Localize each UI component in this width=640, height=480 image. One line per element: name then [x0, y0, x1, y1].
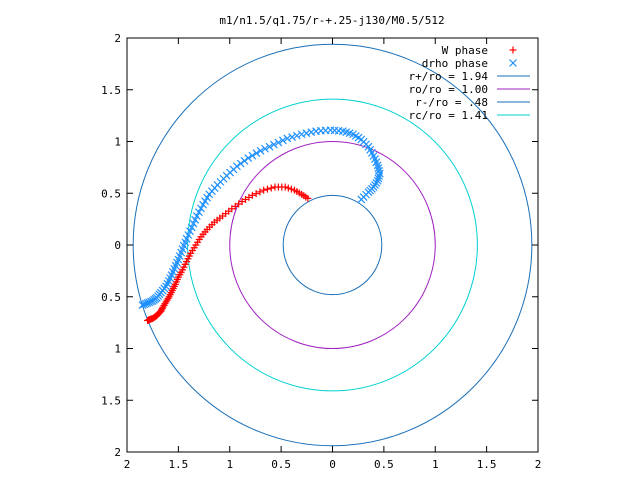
x-tick-label: 2 [535, 458, 542, 471]
drho-phase-point [278, 136, 287, 145]
w-phase-point [284, 184, 292, 192]
legend-label: W phase [442, 44, 488, 57]
drho-phase-point [236, 159, 245, 168]
drho-phase-point [252, 149, 261, 158]
circle-r-ro [132, 43, 533, 447]
circle-rc-ro [187, 98, 478, 392]
y-tick-label: 0.5 [101, 187, 121, 200]
w-phase-point [158, 304, 166, 312]
x-tick-label: 1 [226, 458, 233, 471]
drho-phase-point [244, 154, 253, 162]
w-phase-point [287, 185, 295, 193]
w-phase-point [256, 188, 264, 196]
drho-phase-point [297, 130, 306, 139]
legend-marker [509, 46, 517, 54]
drho-phase-point [307, 128, 316, 137]
y-tick-label: 0.5 [101, 291, 121, 304]
x-tick-label: 1 [432, 458, 439, 471]
y-tick-label: 2 [114, 446, 121, 459]
drho-phase-point [240, 156, 249, 165]
drho-phase-point [283, 134, 292, 143]
w-phase-point [260, 186, 268, 194]
x-tick-label: 1.5 [477, 458, 497, 471]
drho-phase-point [256, 146, 265, 155]
drho-phase-point [197, 204, 205, 213]
legend-marker [509, 59, 517, 67]
legend-label: drho phase [422, 57, 488, 70]
w-phase-point [267, 184, 275, 192]
drho-phase-point [302, 129, 311, 138]
w-phase-point [263, 185, 271, 193]
drho-phase-point [375, 169, 384, 178]
x-tick-label: 1.5 [168, 458, 188, 471]
y-tick-label: 1.5 [101, 84, 121, 97]
legend-label: r-/ro = .48 [415, 96, 488, 109]
drho-phase-point [265, 142, 274, 151]
drho-phase-point [375, 172, 384, 180]
legend-label: ro/ro = 1.00 [409, 83, 488, 96]
y-tick-label: 1 [114, 136, 121, 149]
x-tick-label: 0.5 [271, 458, 291, 471]
drho-phase-point [292, 131, 301, 140]
w-phase-point [248, 191, 256, 199]
drho-phase-point [233, 162, 241, 171]
w-phase-point [164, 294, 172, 302]
drho-phase-point [261, 144, 269, 153]
drho-phase-point [195, 208, 203, 217]
drho-phase-point [374, 174, 383, 183]
legend-label: r+/ro = 1.94 [409, 70, 489, 83]
drho-phase-point [357, 195, 366, 204]
drho-phase-point [192, 212, 201, 220]
data-series [138, 126, 384, 325]
y-tick-label: 0 [114, 239, 121, 252]
y-tick-label: 1 [114, 343, 121, 356]
x-tick-label: 0.5 [374, 458, 394, 471]
circle-r-ro [282, 194, 383, 296]
w-phase-point [252, 190, 260, 198]
drho-phase-point [288, 133, 297, 141]
y-tick-label: 2 [114, 32, 121, 45]
w-phase-point [304, 194, 312, 202]
w-phase-point [281, 183, 289, 191]
drho-phase-point [248, 151, 257, 160]
axis-ticks: 2 1.5 1 0.5 0 0.5 1 1.5 221.510.500.511.52 [101, 32, 541, 471]
x-tick-label: 0 [329, 458, 336, 471]
legend-label: rc/ro = 1.41 [409, 109, 488, 122]
drho-phase-point [270, 140, 278, 149]
drho-phase-point [274, 138, 283, 147]
x-tick-label: 2 [124, 458, 131, 471]
y-tick-label: 1.5 [101, 394, 121, 407]
chart-title: m1/n1.5/q1.75/r-+.25-j130/M0.5/512 [219, 14, 444, 27]
circle-ro-ro [229, 141, 436, 349]
